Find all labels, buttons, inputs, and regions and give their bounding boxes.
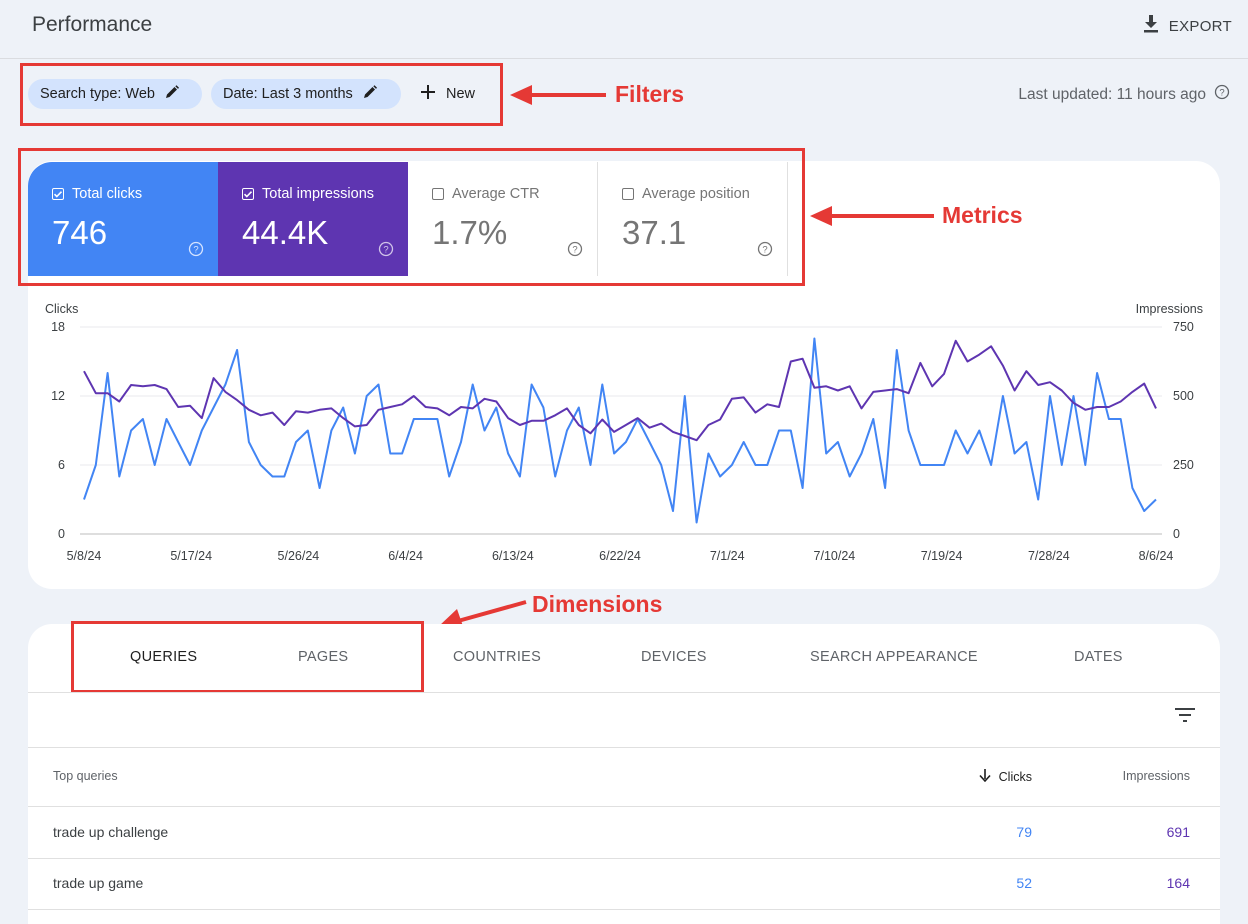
series-line-clicks [83, 337, 1157, 524]
divider [28, 692, 1220, 693]
metric-label: Total impressions [262, 186, 375, 202]
filters-annotation-label: Filters [615, 81, 685, 107]
filter-rows-icon[interactable] [1174, 706, 1196, 729]
table-row-query[interactable]: trade up game [53, 875, 144, 891]
edit-pencil-icon [363, 85, 377, 103]
divider [28, 858, 1220, 859]
new-filter-label: New [446, 86, 476, 102]
x-tick-label: 7/19/24 [921, 549, 963, 563]
chip-label: Date: Last 3 months [223, 86, 353, 102]
last-updated: Last updated: 11 hours ago ? [1018, 84, 1230, 105]
metric-value: 37.1 [622, 214, 687, 251]
performance-line-chart: Clicks Impressions 18 12 6 0 750 500 250 0 5/8… [45, 302, 1203, 563]
metrics-arrow-icon [810, 206, 934, 226]
y-tick-label-right: 500 [1173, 389, 1194, 403]
metric-label: Total clicks [72, 186, 143, 202]
checkbox-unchecked-icon[interactable] [432, 188, 444, 200]
checkbox-unchecked-icon[interactable] [622, 188, 634, 200]
x-tick-label: 8/6/24 [1139, 549, 1174, 563]
checkbox-checked-icon[interactable] [52, 188, 64, 200]
x-tick-label: 5/8/24 [67, 549, 102, 563]
metrics-annotation-label: Metrics [942, 202, 1023, 228]
help-icon[interactable]: ? [757, 241, 773, 262]
sort-down-arrow-icon [979, 769, 991, 785]
y-tick-label-left: 6 [58, 458, 65, 472]
x-tick-label: 7/1/24 [710, 549, 745, 563]
table-row-query[interactable]: trade up challenge [53, 824, 169, 840]
column-header-label: Clicks [998, 770, 1032, 784]
x-tick-label: 7/28/24 [1028, 549, 1070, 563]
new-filter-button[interactable]: New [420, 79, 475, 109]
edit-pencil-icon [165, 85, 179, 103]
metric-average-position[interactable]: Average position 37.1 ? [598, 162, 788, 276]
x-tick-label: 6/4/24 [388, 549, 423, 563]
header-bar [0, 0, 1248, 59]
page-title: Performance [32, 13, 153, 36]
tab-queries[interactable]: QUERIES [130, 649, 198, 665]
metric-value: 44.4K [242, 214, 329, 251]
svg-text:?: ? [1219, 88, 1224, 99]
download-icon [1143, 14, 1159, 39]
column-header-clicks[interactable]: Clicks [979, 769, 1032, 785]
dimensions-annotation-label: Dimensions [532, 591, 663, 617]
metric-total-clicks[interactable]: Total clicks 746 ? [28, 162, 218, 276]
metric-label: Average CTR [452, 186, 540, 202]
tab-devices[interactable]: DEVICES [641, 649, 707, 665]
column-header-impressions[interactable]: Impressions [1122, 769, 1190, 783]
checkbox-checked-icon[interactable] [242, 188, 254, 200]
series-line-impressions [83, 339, 1157, 442]
y-tick-label-left: 12 [51, 389, 65, 403]
metric-value: 746 [52, 214, 108, 251]
x-tick-label: 7/10/24 [814, 549, 856, 563]
y-tick-label-left: 18 [51, 320, 65, 334]
metric-label: Average position [642, 186, 750, 202]
tab-search-appearance[interactable]: SEARCH APPEARANCE [810, 649, 978, 665]
dimensions-table-card [28, 624, 1220, 924]
filter-chip-date[interactable]: Date: Last 3 months [211, 79, 401, 109]
metric-average-ctr[interactable]: Average CTR 1.7% ? [408, 162, 598, 276]
filters-annotation-box [20, 63, 503, 126]
metrics-annotation-box [18, 148, 805, 286]
x-tick-label: 6/22/24 [599, 549, 641, 563]
y-axis-label-right: Impressions [1136, 302, 1203, 316]
divider [28, 806, 1220, 807]
y-axis-label-left: Clicks [45, 302, 78, 316]
tab-countries[interactable]: COUNTRIES [453, 649, 542, 665]
divider [28, 909, 1220, 910]
x-tick-label: 5/26/24 [278, 549, 320, 563]
dimensions-annotation-box [71, 621, 424, 693]
tab-pages[interactable]: PAGES [298, 649, 349, 665]
chip-label: Search type: Web [40, 86, 155, 102]
export-label: EXPORT [1168, 17, 1232, 35]
table-row-impressions: 691 [1166, 824, 1190, 840]
table-row-clicks: 79 [1016, 824, 1032, 840]
export-button[interactable]: EXPORT [1143, 14, 1232, 38]
filter-chip-search-type[interactable]: Search type: Web [28, 79, 202, 109]
help-icon[interactable]: ? [567, 241, 583, 262]
help-icon[interactable]: ? [378, 241, 394, 262]
plus-icon [420, 84, 436, 104]
y-tick-label-right: 0 [1173, 527, 1180, 541]
metric-total-impressions[interactable]: Total impressions 44.4K ? [218, 162, 408, 276]
filters-arrow-icon [510, 85, 606, 105]
tab-dates[interactable]: DATES [1074, 649, 1123, 665]
svg-text:?: ? [193, 245, 198, 256]
divider [28, 747, 1220, 748]
x-tick-label: 5/17/24 [170, 549, 212, 563]
help-icon[interactable]: ? [188, 241, 204, 262]
table-row-clicks: 52 [1016, 875, 1032, 891]
column-header-top-queries: Top queries [53, 769, 118, 783]
metric-value: 1.7% [432, 214, 508, 251]
y-tick-label-left: 0 [58, 527, 65, 541]
svg-text:?: ? [762, 245, 767, 256]
last-updated-text: Last updated: 11 hours ago [1018, 85, 1206, 103]
y-tick-label-right: 750 [1173, 320, 1194, 334]
svg-text:?: ? [572, 245, 577, 256]
y-tick-label-right: 250 [1173, 458, 1194, 472]
table-row-impressions: 164 [1166, 875, 1190, 891]
help-icon[interactable]: ? [1214, 84, 1230, 105]
x-tick-label: 6/13/24 [492, 549, 534, 563]
svg-text:?: ? [383, 245, 388, 256]
